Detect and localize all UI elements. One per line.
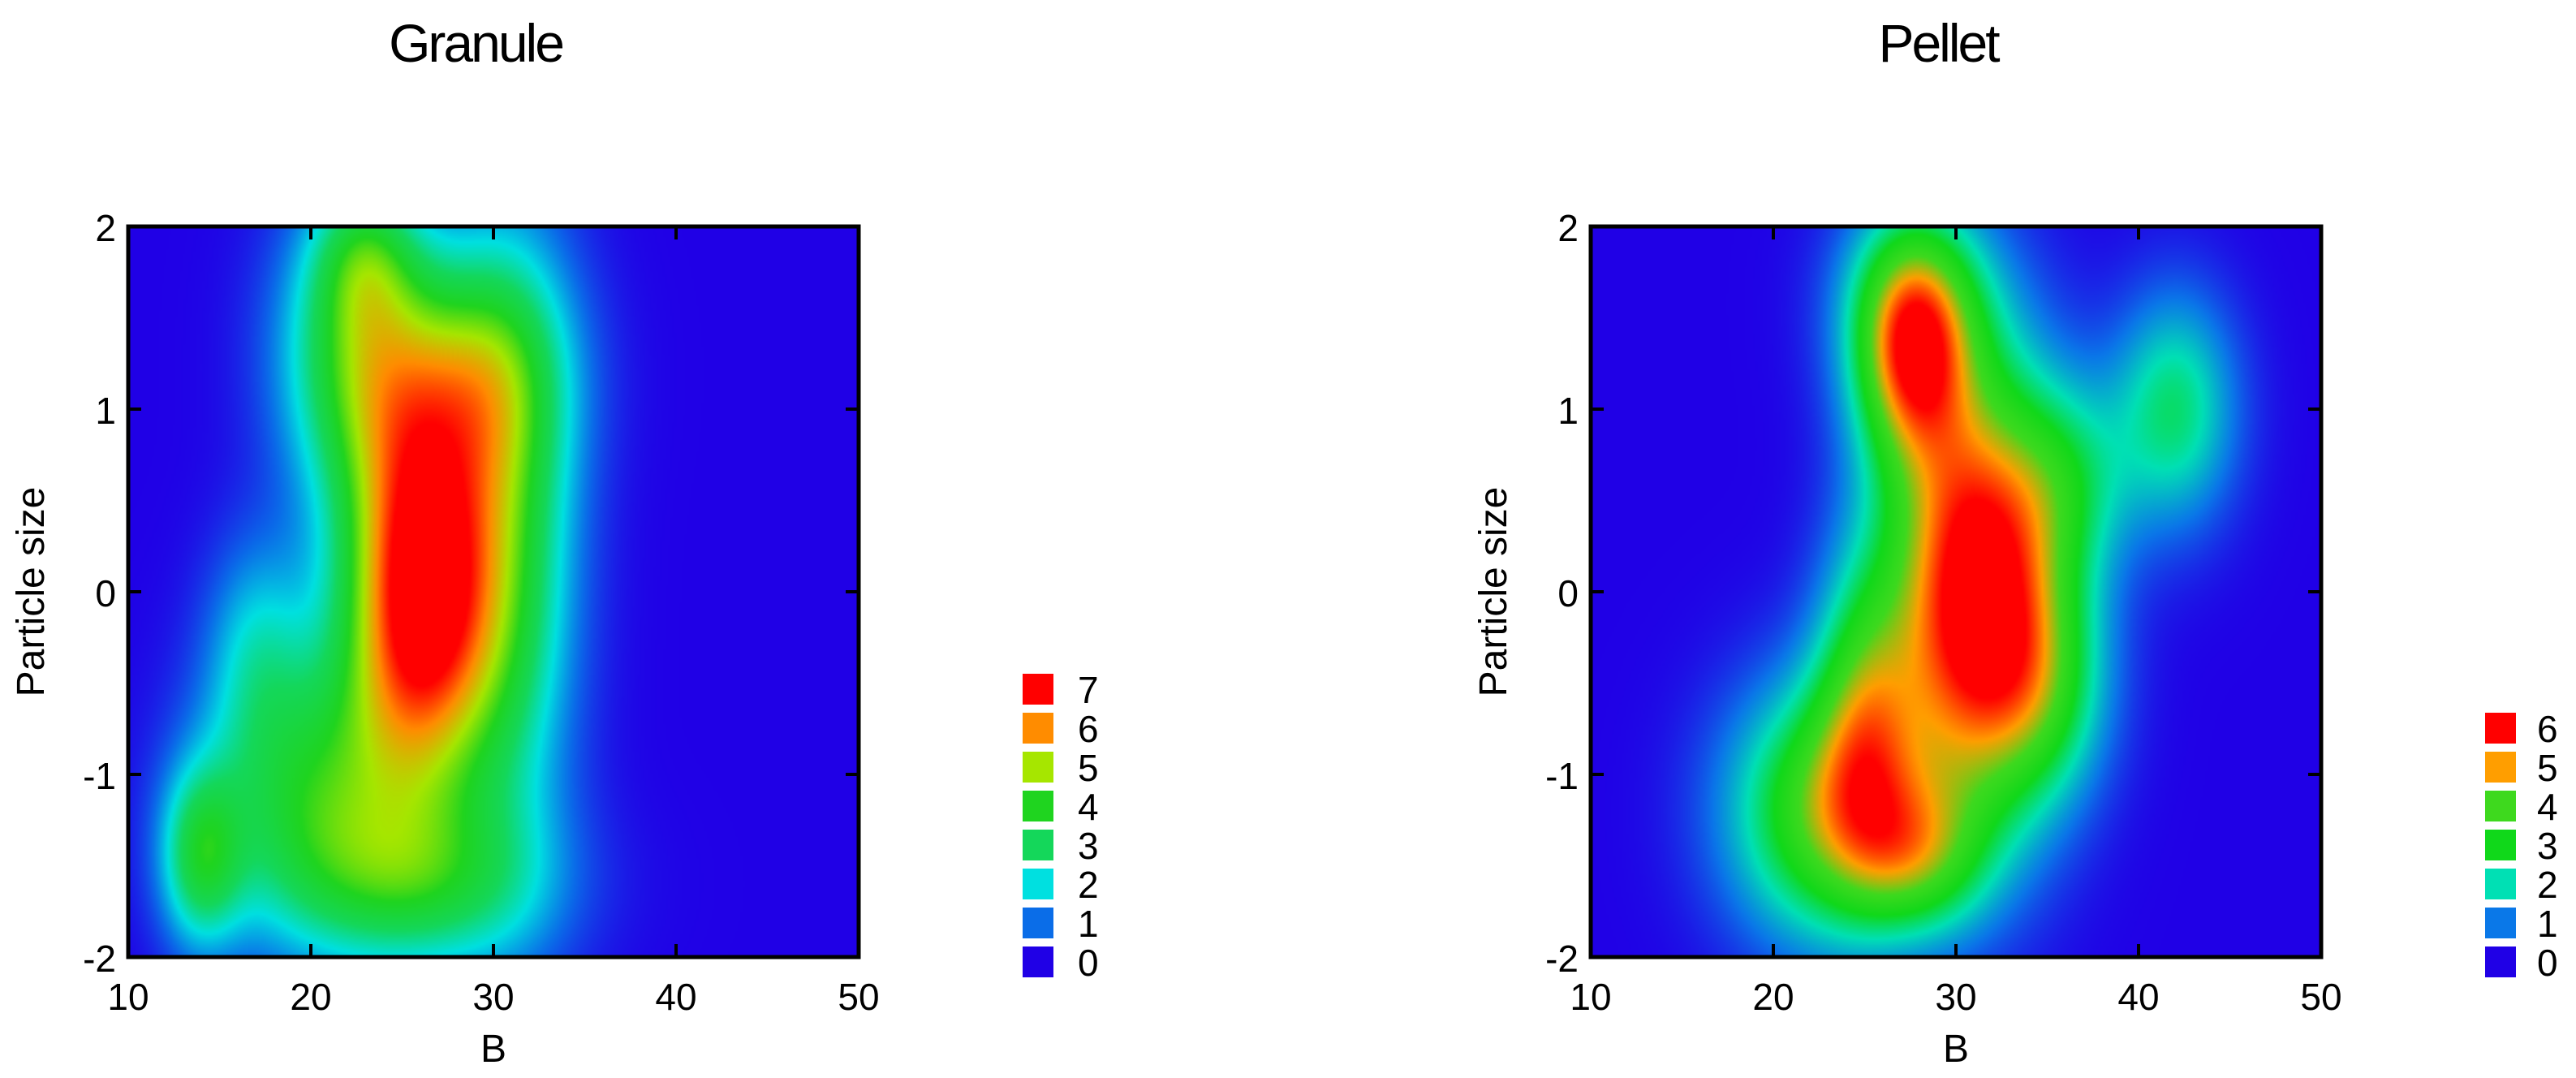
legend: 6 5 4 3 2 1 0 — [2485, 708, 2558, 984]
x-tick-label: 50 — [2300, 976, 2341, 1018]
legend-label: 3 — [1078, 825, 1099, 867]
heatmap-image — [128, 226, 859, 957]
y-tick-label: -2 — [83, 938, 116, 980]
legend-label: 6 — [1078, 708, 1099, 750]
y-tick-label: 2 — [95, 207, 116, 249]
legend-label: 4 — [2537, 786, 2558, 828]
y-tick-label: -2 — [1545, 938, 1579, 980]
y-tick-label: 0 — [95, 572, 116, 614]
chart-title: Granule — [389, 13, 562, 73]
legend-swatch — [1023, 752, 1053, 783]
legend-label: 6 — [2537, 708, 2558, 750]
x-tick-label: 50 — [838, 976, 879, 1018]
legend-label: 2 — [1078, 864, 1099, 906]
chart-title: Pellet — [1878, 13, 2000, 73]
y-tick-label: 0 — [1557, 572, 1579, 614]
legend-label: 7 — [1078, 669, 1099, 711]
heatmap-image — [1591, 226, 2321, 957]
legend-label: 0 — [2537, 942, 2558, 984]
legend-swatch — [2485, 713, 2516, 744]
x-tick-label: 10 — [107, 976, 149, 1018]
tick-marks — [1591, 226, 2321, 957]
legend-swatch — [2485, 869, 2516, 899]
legend-label: 3 — [2537, 825, 2558, 867]
legend-swatch — [1023, 946, 1053, 977]
legend-label: 1 — [1078, 903, 1099, 945]
chart-panel-granule: Granule 2 1 0 -1 -2 10 20 30 40 50 B Par… — [10, 13, 1099, 1071]
legend-swatch — [1023, 674, 1053, 705]
y-axis-label: Particle size — [10, 487, 53, 697]
legend-label: 1 — [2537, 903, 2558, 945]
x-tick-label: 40 — [2117, 976, 2159, 1018]
legend-swatch — [1023, 869, 1053, 899]
tick-marks — [128, 226, 859, 957]
legend-swatch — [2485, 946, 2516, 977]
x-tick-label: 10 — [1570, 976, 1611, 1018]
legend-label: 5 — [1078, 747, 1099, 789]
legend-label: 0 — [1078, 942, 1099, 984]
x-tick-label: 20 — [1752, 976, 1794, 1018]
y-tick-label: -1 — [1545, 755, 1579, 797]
y-tick-label: -1 — [83, 755, 116, 797]
legend-swatch — [2485, 752, 2516, 783]
legend-swatch — [2485, 830, 2516, 860]
legend-label: 2 — [2537, 864, 2558, 906]
legend: 7 6 5 4 3 2 1 0 — [1023, 669, 1099, 984]
x-axis-label: B — [1943, 1028, 1969, 1071]
x-axis-label: B — [480, 1028, 506, 1071]
y-tick-label: 1 — [95, 390, 116, 432]
legend-swatch — [1023, 830, 1053, 860]
legend-swatch — [1023, 908, 1053, 938]
legend-swatch — [2485, 908, 2516, 938]
x-tick-label: 30 — [472, 976, 514, 1018]
legend-swatch — [2485, 791, 2516, 821]
x-tick-label: 40 — [655, 976, 696, 1018]
legend-swatch — [1023, 713, 1053, 744]
x-tick-label: 30 — [1935, 976, 1976, 1018]
y-tick-label: 1 — [1557, 390, 1579, 432]
chart-panel-pellet: Pellet 2 1 0 -1 -2 10 20 30 40 50 B Part… — [1472, 13, 2558, 1071]
legend-label: 4 — [1078, 786, 1099, 828]
x-tick-label: 20 — [290, 976, 331, 1018]
y-axis-label: Particle size — [1472, 487, 1515, 697]
legend-swatch — [1023, 791, 1053, 821]
y-tick-label: 2 — [1557, 207, 1579, 249]
legend-label: 5 — [2537, 747, 2558, 789]
